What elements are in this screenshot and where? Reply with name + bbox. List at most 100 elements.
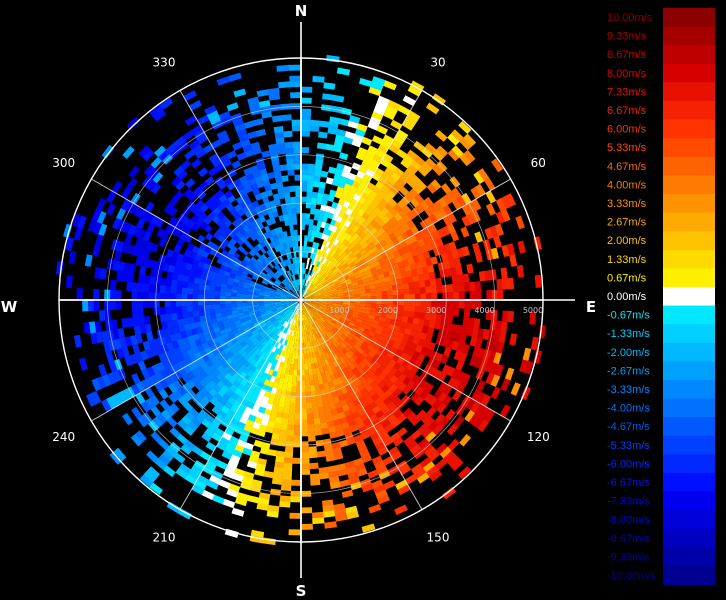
velocity-cell (362, 252, 370, 259)
velocity-cell (300, 413, 308, 420)
velocity-cell (303, 325, 306, 332)
velocity-cell (207, 379, 217, 389)
velocity-cell (385, 105, 398, 116)
velocity-cell (324, 521, 337, 529)
velocity-cell (259, 263, 266, 270)
velocity-cell (296, 380, 301, 387)
velocity-cell (211, 432, 222, 442)
velocity-cell (91, 208, 102, 222)
chart-labels: N S W E 1000 2000 3000 4000 5000306012015021… (1, 2, 596, 600)
legend-label: -8.00m/s (607, 514, 650, 526)
velocity-cell (189, 322, 197, 330)
velocity-cell (312, 271, 317, 278)
velocity-cell (296, 257, 300, 264)
velocity-cell (83, 322, 91, 335)
velocity-cell (432, 149, 445, 162)
velocity-cell (317, 192, 324, 200)
velocity-cell (298, 309, 300, 316)
velocity-cell (168, 373, 178, 384)
velocity-cell (253, 361, 260, 369)
velocity-cell (373, 368, 382, 378)
velocity-cell (304, 336, 308, 343)
velocity-cell (265, 355, 272, 363)
velocity-cell (220, 384, 230, 394)
velocity-cell (269, 149, 279, 157)
velocity-cell (302, 290, 305, 297)
velocity-cell (302, 309, 304, 316)
velocity-cell (378, 321, 385, 327)
velocity-cell (330, 274, 337, 280)
velocity-cell (236, 293, 243, 297)
velocity-cell (311, 363, 316, 370)
velocity-cell (130, 204, 141, 216)
velocity-cell (397, 105, 411, 116)
velocity-cell (322, 93, 334, 101)
velocity-cell (284, 197, 291, 204)
velocity-cell (378, 335, 386, 342)
velocity-cell (407, 164, 419, 175)
velocity-cell (162, 328, 170, 337)
velocity-cell (182, 225, 192, 235)
velocity-cell (327, 338, 333, 346)
velocity-cell (195, 148, 207, 159)
velocity-cell (353, 290, 361, 295)
velocity-cell (294, 308, 298, 315)
velocity-cell (205, 460, 217, 471)
velocity-cell (453, 300, 460, 309)
velocity-cell (283, 308, 289, 313)
velocity-cell (278, 192, 285, 200)
velocity-cell (414, 155, 426, 167)
velocity-cell (290, 196, 296, 203)
velocity-cell (344, 265, 351, 271)
velocity-cell (387, 300, 394, 305)
velocity-cell (209, 332, 217, 340)
velocity-cell (211, 494, 225, 505)
velocity-cell (227, 168, 237, 178)
velocity-cell (374, 167, 385, 177)
velocity-cell (154, 381, 164, 393)
velocity-cell (303, 309, 305, 316)
velocity-cell (138, 316, 145, 326)
velocity-cell (369, 401, 378, 410)
velocity-cell (159, 285, 166, 293)
velocity-cell (289, 402, 296, 409)
velocity-cell (98, 310, 106, 322)
velocity-cell (204, 427, 215, 438)
velocity-cell (290, 306, 295, 312)
velocity-cell (410, 197, 420, 208)
velocity-cell (309, 294, 316, 298)
velocity-cell (198, 283, 205, 290)
velocity-cell (401, 394, 411, 405)
velocity-cell (274, 297, 281, 299)
velocity-cell (175, 180, 186, 191)
velocity-cell (412, 336, 421, 345)
velocity-cell (336, 215, 343, 223)
velocity-cell (197, 289, 204, 295)
velocity-cell (393, 268, 401, 275)
velocity-cell (326, 296, 333, 299)
velocity-cell (253, 321, 260, 327)
velocity-cell (311, 191, 319, 199)
velocity-cell (339, 268, 347, 274)
velocity-cell (294, 314, 298, 321)
velocity-cell (308, 290, 314, 295)
velocity-cell (219, 329, 227, 336)
velocity-cell (324, 287, 331, 291)
velocity-cell (317, 400, 324, 408)
velocity-cell (431, 300, 438, 308)
velocity-cell (490, 374, 501, 387)
azimuth-label: 330 (153, 56, 176, 70)
velocity-cell (355, 332, 362, 339)
velocity-cell (292, 295, 298, 299)
velocity-cell (358, 309, 366, 314)
legend-label: -9.33m/s (607, 551, 650, 563)
velocity-cell (298, 290, 301, 297)
velocity-cell (279, 261, 285, 268)
velocity-cell (271, 115, 283, 123)
velocity-cell (290, 92, 302, 99)
velocity-cell (460, 325, 469, 336)
velocity-cell (429, 278, 437, 287)
velocity-cell (317, 378, 324, 385)
velocity-cell (135, 430, 147, 443)
velocity-cell (259, 255, 266, 263)
